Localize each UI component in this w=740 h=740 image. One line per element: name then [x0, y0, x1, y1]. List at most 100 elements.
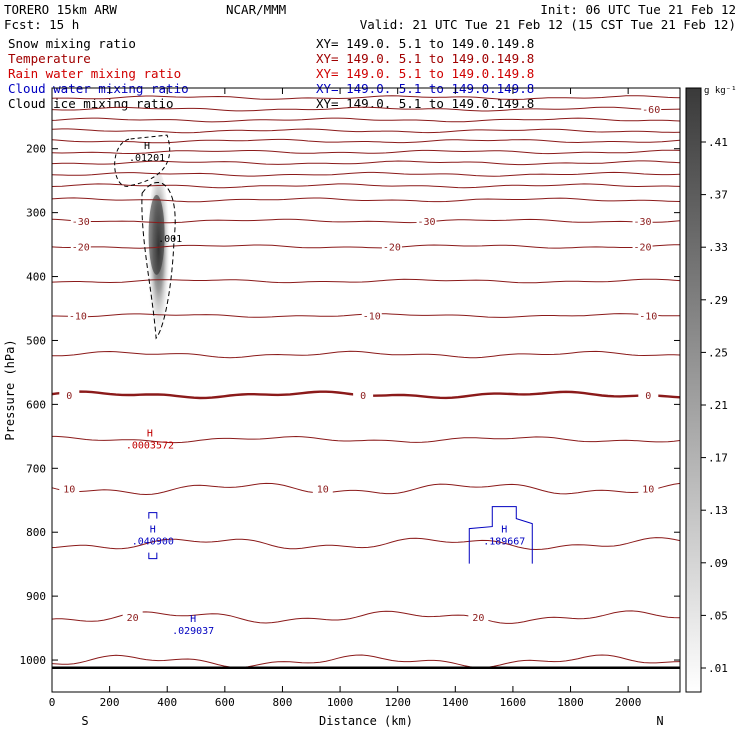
- field-temperature-name: Temperature: [8, 51, 91, 66]
- rain-max-marker: H: [147, 429, 153, 440]
- x-axis-label: Distance (km): [319, 714, 413, 728]
- colorbar-tick-label: .33: [708, 241, 728, 254]
- isotherm-label: -60: [642, 105, 660, 116]
- x-tick-label: 1400: [442, 696, 469, 709]
- field-snow-name: Snow mixing ratio: [8, 36, 136, 51]
- isotherm-label-bg: [312, 481, 333, 494]
- cloud-ice-contour: [141, 181, 176, 340]
- snow-shading: [146, 171, 171, 362]
- isotherm-label: 20: [472, 613, 484, 624]
- isotherm-label-bg: [638, 387, 659, 400]
- hydrometeor-contours: [114, 134, 533, 564]
- isotherm: [52, 171, 680, 177]
- isotherm: [52, 106, 680, 112]
- isotherm-label-bg: [638, 481, 659, 494]
- temperature-isotherms: -60 -30 -30 -30 -20 -20 -20 -10 -10 -10 0 0 0 10 10 10 2…: [52, 95, 680, 669]
- isotherm: [52, 138, 680, 144]
- cloud-water-contour-small: [148, 552, 158, 560]
- isotherm-label: 0: [360, 391, 366, 402]
- colorbar-tick-label: .29: [708, 294, 728, 307]
- colorbar-ticks: .41 .37 .33 .29 .25 .21 .17 .13 .09 .05 .01: [701, 136, 728, 675]
- isotherm-label: -10: [69, 312, 87, 323]
- isotherm: [52, 278, 680, 284]
- isotherm: [52, 435, 680, 444]
- field-rain-xy: XY= 149.0. 5.1 to 149.0.149.8: [316, 66, 534, 81]
- cloud-water-max-value: .029037: [172, 626, 214, 637]
- cloud-water-max-marker: H: [150, 525, 156, 536]
- isotherm: [52, 537, 680, 551]
- colorbar: [685, 87, 702, 693]
- y-tick-label: 1000: [20, 654, 47, 667]
- y-tick-label: 900: [26, 590, 46, 603]
- colorbar-tick-label: .21: [708, 399, 728, 412]
- plot-area: -60 -30 -30 -30 -20 -20 -20 -10 -10 -10 0 0 0 10 10 10 2…: [52, 95, 680, 669]
- isotherm: [52, 482, 680, 496]
- y-tick-label: 600: [26, 398, 46, 411]
- y-axis-label: Pressure (hPa): [3, 339, 17, 440]
- isotherm-label-bg: [67, 308, 88, 321]
- snow-max-marker: H: [144, 141, 150, 152]
- isotherm: [52, 95, 680, 100]
- rain-max-value: .0003572: [126, 441, 174, 452]
- forecast-hour: Fcst: 15 h: [4, 17, 79, 32]
- isotherm-label-bg: [416, 213, 437, 226]
- snow-shading-max: [148, 194, 165, 275]
- isotherm-label-bg: [70, 239, 91, 252]
- isotherm-label-bg: [361, 308, 382, 321]
- y-tick-label: 200: [26, 143, 46, 156]
- isotherm-label-bg: [353, 387, 374, 400]
- x-tick-label: 600: [215, 696, 235, 709]
- isotherm: [52, 183, 680, 189]
- isotherm: [52, 117, 680, 123]
- x-axis-left-end: S: [81, 714, 88, 728]
- snow-contour: [114, 134, 171, 187]
- cloud-water-max-value: .189667: [483, 537, 525, 548]
- cloud-ice-contour-label: .001: [158, 234, 182, 245]
- isotherm-label: 10: [642, 485, 654, 496]
- isotherm: [52, 149, 680, 155]
- isotherm-label: -30: [72, 217, 90, 228]
- isotherm-label-bg: [381, 239, 402, 252]
- isotherm-label-bg: [70, 213, 91, 226]
- isotherm-label: 10: [317, 485, 329, 496]
- y-tick-label: 300: [26, 207, 46, 220]
- isotherm: [52, 128, 680, 134]
- isotherm-label-bg: [59, 481, 80, 494]
- isotherm: [52, 244, 680, 249]
- colorbar-unit: g kg⁻¹: [704, 86, 737, 96]
- isotherm-label-bg: [641, 102, 662, 115]
- isotherm-label: 20: [127, 613, 139, 624]
- isotherm: [52, 610, 680, 624]
- colorbar-tick-label: .41: [708, 136, 728, 149]
- isotherm-label: -30: [634, 217, 652, 228]
- colorbar-tick-label: .37: [708, 189, 728, 202]
- isotherm: [52, 218, 680, 224]
- isotherm-label-bg: [632, 213, 653, 226]
- isotherm-label-bg: [632, 239, 653, 252]
- isotherm-label: -20: [383, 243, 401, 254]
- valid-time: Valid: 21 UTC Tue 21 Feb 12 (15 CST Tue …: [360, 17, 736, 32]
- snow-max-value: .01201: [129, 153, 165, 164]
- colorbar-tick-label: .01: [708, 662, 728, 675]
- isotherm: [52, 350, 680, 359]
- colorbar-tick-label: .05: [708, 609, 728, 622]
- isotherm-label: 0: [66, 391, 72, 402]
- isotherm-label: 10: [63, 485, 75, 496]
- isotherm-label: 0: [645, 391, 651, 402]
- x-tick-label: 1000: [327, 696, 354, 709]
- colorbar-tick-label: .17: [708, 452, 728, 465]
- field-snow-xy: XY= 149.0. 5.1 to 149.0.149.8: [316, 36, 534, 51]
- cloud-water-max-marker: H: [501, 525, 507, 536]
- x-tick-label: 800: [273, 696, 293, 709]
- init-time: Init: 06 UTC Tue 21 Feb 12: [540, 2, 736, 17]
- isotherm-label-bg: [468, 610, 489, 623]
- x-axis-right-end: N: [656, 714, 663, 728]
- isotherm-label: -10: [639, 312, 657, 323]
- isotherm-label: -20: [634, 243, 652, 254]
- y-tick-label: 500: [26, 334, 46, 347]
- colorbar-tick-label: .25: [708, 346, 728, 359]
- cloud-water-max-value: .040900: [132, 537, 174, 548]
- colorbar-tick-label: .09: [708, 557, 728, 570]
- isotherm: [52, 197, 680, 203]
